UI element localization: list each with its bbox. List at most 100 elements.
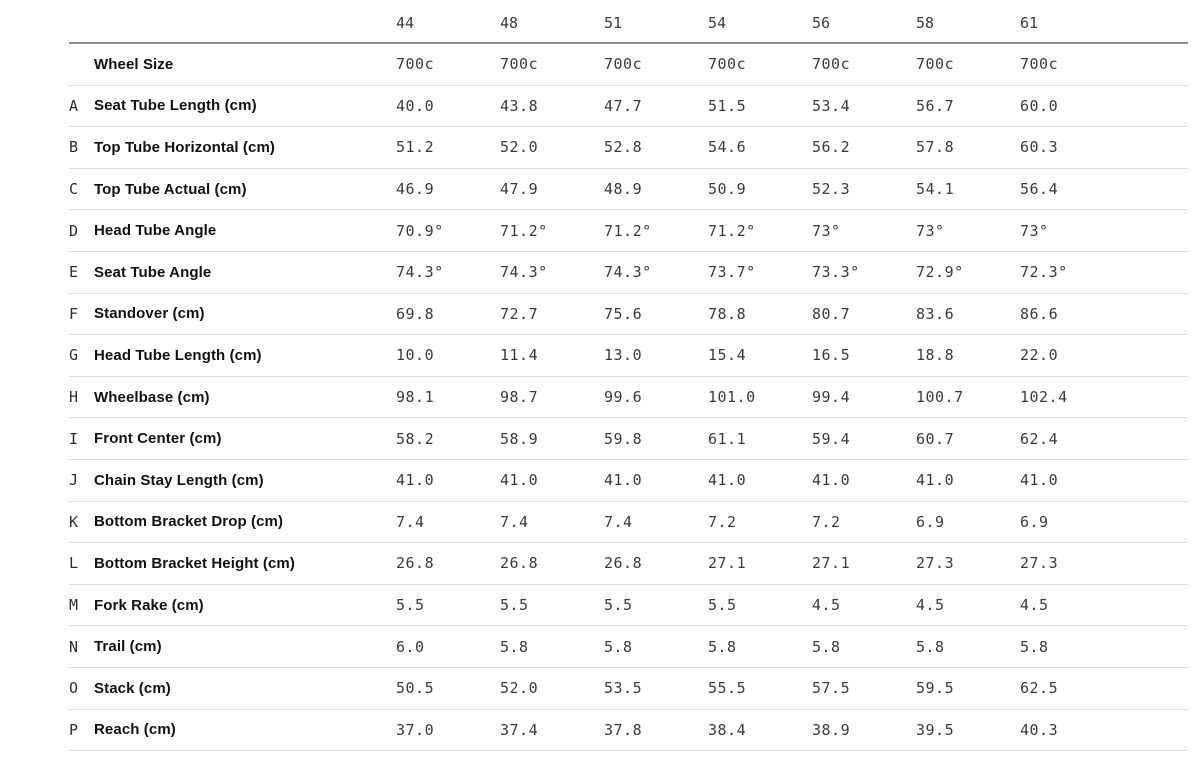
geometry-value: 700c [604, 43, 708, 86]
row-letter: G [69, 334, 94, 377]
geometry-value: 80.7 [812, 293, 916, 336]
table-row: A Seat Tube Length (cm) 40.0 43.8 47.7 51.5 53… [69, 85, 1188, 128]
row-letter: O [69, 667, 94, 710]
geometry-value: 78.8 [708, 293, 812, 336]
row-label: Seat Tube Angle [94, 251, 396, 294]
row-label: Head Tube Length (cm) [94, 334, 396, 377]
geometry-value: 62.5 [1020, 667, 1188, 710]
geometry-value: 6.9 [1020, 501, 1188, 544]
size-header-row: 44 48 51 54 56 58 61 [69, 4, 1188, 44]
geometry-value: 72.9° [916, 251, 1020, 294]
geometry-value: 5.8 [812, 625, 916, 668]
table-row: N Trail (cm) 6.0 5.8 5.8 5.8 5.8 5.8 5.8 [69, 625, 1188, 668]
geometry-value: 50.9 [708, 168, 812, 211]
geometry-value: 26.8 [396, 542, 500, 585]
geometry-value: 5.8 [708, 625, 812, 668]
geometry-value: 4.5 [916, 584, 1020, 627]
geometry-value: 5.8 [916, 625, 1020, 668]
geometry-value: 71.2° [708, 209, 812, 252]
geometry-value: 5.5 [604, 584, 708, 627]
geometry-value: 37.4 [500, 709, 604, 752]
geometry-value: 700c [916, 43, 1020, 86]
geometry-value: 101.0 [708, 376, 812, 419]
geometry-value: 41.0 [708, 459, 812, 502]
geometry-value: 62.4 [1020, 417, 1188, 460]
geometry-value: 71.2° [604, 209, 708, 252]
table-row: I Front Center (cm) 58.2 58.9 59.8 61.1 59.4 60… [69, 417, 1188, 460]
row-letter: P [69, 709, 94, 752]
geometry-value: 13.0 [604, 334, 708, 377]
row-label: Top Tube Horizontal (cm) [94, 126, 396, 169]
geometry-value: 47.7 [604, 85, 708, 128]
table-row: E Seat Tube Angle 74.3° 74.3° 74.3° 73.7° 73.3… [69, 251, 1188, 294]
geometry-value: 41.0 [500, 459, 604, 502]
geometry-value: 26.8 [500, 542, 604, 585]
geometry-value: 18.8 [916, 334, 1020, 377]
geometry-value: 71.2° [500, 209, 604, 252]
geometry-value: 52.3 [812, 168, 916, 211]
geometry-value: 57.5 [812, 667, 916, 710]
geometry-value: 56.4 [1020, 168, 1188, 211]
geometry-value: 41.0 [1020, 459, 1188, 502]
geometry-value: 700c [1020, 43, 1188, 86]
geometry-value: 700c [812, 43, 916, 86]
geometry-value: 700c [396, 43, 500, 86]
row-label: Stack (cm) [94, 667, 396, 710]
geometry-value: 5.8 [604, 625, 708, 668]
geometry-value: 56.2 [812, 126, 916, 169]
geometry-value: 73.7° [708, 251, 812, 294]
geometry-value: 61.1 [708, 417, 812, 460]
geometry-value: 27.3 [916, 542, 1020, 585]
geometry-value: 41.0 [604, 459, 708, 502]
geometry-table: 44 48 51 54 56 58 61 Wheel Size 700c 700c 700c 700… [69, 4, 1188, 752]
row-label: Top Tube Actual (cm) [94, 168, 396, 211]
table-row: J Chain Stay Length (cm) 41.0 41.0 41.0 41.0 4… [69, 459, 1188, 502]
row-letter: E [69, 251, 94, 294]
geometry-value: 41.0 [396, 459, 500, 502]
geometry-value: 7.4 [396, 501, 500, 544]
row-label: Bottom Bracket Height (cm) [94, 542, 396, 585]
size-column-header: 54 [708, 4, 812, 44]
geometry-value: 99.6 [604, 376, 708, 419]
size-column-header: 48 [500, 4, 604, 44]
letter-column-header [69, 4, 94, 44]
table-row: B Top Tube Horizontal (cm) 51.2 52.0 52.8 54.… [69, 126, 1188, 169]
geometry-value: 52.0 [500, 126, 604, 169]
row-label: Wheel Size [94, 43, 396, 86]
geometry-value: 7.2 [708, 501, 812, 544]
geometry-value: 7.4 [500, 501, 604, 544]
geometry-value: 700c [500, 43, 604, 86]
geometry-value: 59.8 [604, 417, 708, 460]
geometry-value: 58.9 [500, 417, 604, 460]
geometry-value: 43.8 [500, 85, 604, 128]
geometry-value: 15.4 [708, 334, 812, 377]
geometry-value: 56.7 [916, 85, 1020, 128]
geometry-value: 48.9 [604, 168, 708, 211]
geometry-value: 53.4 [812, 85, 916, 128]
geometry-value: 27.3 [1020, 542, 1188, 585]
geometry-value: 4.5 [812, 584, 916, 627]
geometry-value: 6.0 [396, 625, 500, 668]
geometry-value: 40.3 [1020, 709, 1188, 752]
geometry-value: 27.1 [708, 542, 812, 585]
geometry-value: 41.0 [916, 459, 1020, 502]
size-column-header: 61 [1020, 4, 1188, 44]
geometry-value: 51.5 [708, 85, 812, 128]
row-letter [69, 43, 94, 86]
geometry-value: 58.2 [396, 417, 500, 460]
table-row: F Standover (cm) 69.8 72.7 75.6 78.8 80.7 83.6 8… [69, 293, 1188, 336]
geometry-value: 60.3 [1020, 126, 1188, 169]
row-letter: K [69, 501, 94, 544]
table-row: G Head Tube Length (cm) 10.0 11.4 13.0 15.4 16… [69, 334, 1188, 377]
table-row: H Wheelbase (cm) 98.1 98.7 99.6 101.0 99.4 100.… [69, 376, 1188, 419]
geometry-value: 11.4 [500, 334, 604, 377]
geometry-value: 37.8 [604, 709, 708, 752]
row-label: Chain Stay Length (cm) [94, 459, 396, 502]
table-row: O Stack (cm) 50.5 52.0 53.5 55.5 57.5 59.5 62.5 [69, 667, 1188, 710]
geometry-value: 40.0 [396, 85, 500, 128]
geometry-value: 73° [916, 209, 1020, 252]
geometry-value: 50.5 [396, 667, 500, 710]
geometry-value: 73.3° [812, 251, 916, 294]
geometry-value: 53.5 [604, 667, 708, 710]
row-letter: F [69, 293, 94, 336]
